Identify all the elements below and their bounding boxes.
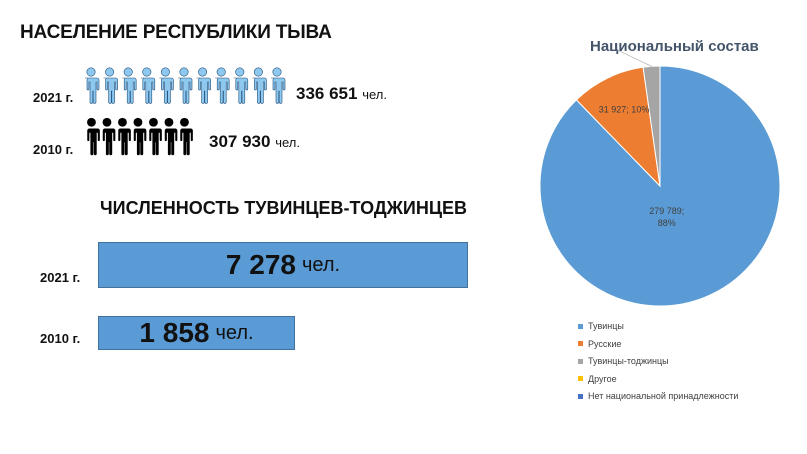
person-icon bbox=[103, 67, 118, 104]
pie-slice-2 bbox=[642, 65, 661, 187]
legend-item: Русские bbox=[578, 339, 621, 349]
legend-item: Другое bbox=[578, 374, 617, 384]
person-icon bbox=[271, 67, 286, 104]
pop-year-2021: 2021 г. bbox=[33, 90, 74, 105]
person-icon bbox=[85, 117, 100, 156]
pie-label-1: 31 927; 10% bbox=[599, 105, 650, 115]
population-2021-number: 336 651 bbox=[296, 84, 358, 103]
people-icons-2021 bbox=[85, 67, 286, 104]
page-title: НАСЕЛЕНИЕ РЕСПУБЛИКИ ТЫВА bbox=[20, 22, 332, 43]
person-icon bbox=[196, 67, 211, 104]
pie-leader-line bbox=[616, 50, 652, 67]
population-2010-unit: чел. bbox=[275, 135, 300, 150]
population-2010-number: 307 930 bbox=[209, 132, 271, 151]
population-2021-value: 336 651 чел. bbox=[296, 84, 387, 104]
todzhin-title: ЧИСЛЕННОСТЬ ТУВИНЦЕВ-ТОДЖИНЦЕВ bbox=[100, 198, 468, 218]
person-icon bbox=[178, 117, 193, 156]
todzhin-2010-number: 1 858 bbox=[139, 317, 210, 348]
legend-item: Тувинцы bbox=[578, 321, 624, 331]
legend-swatch bbox=[578, 376, 583, 381]
pie-label-0: 279 789; 88% bbox=[649, 206, 684, 228]
chart-title: Национальный состав bbox=[590, 38, 759, 55]
person-icon bbox=[100, 117, 116, 156]
person-icon bbox=[131, 117, 147, 156]
todzhin-bar-2010: 1 858 чел. bbox=[98, 316, 295, 350]
legend-item: Тувинцы-тоджинцы bbox=[578, 356, 669, 366]
person-icon bbox=[159, 67, 174, 104]
pop-year-2010: 2010 г. bbox=[33, 142, 74, 157]
todzhin-bar-2021: 7 278 чел. bbox=[98, 242, 468, 288]
legend-swatch bbox=[578, 323, 583, 329]
person-icon bbox=[85, 67, 100, 104]
todzhin-year-2021: 2021 г. bbox=[40, 270, 81, 285]
todzhin-2010-unit: чел. bbox=[215, 321, 254, 344]
pie-slice-1 bbox=[575, 66, 661, 188]
legend-swatch bbox=[578, 393, 583, 399]
legend-label: Нет национальной принадлежности bbox=[588, 391, 739, 401]
legend-label: Тувинцы-тоджинцы bbox=[588, 356, 669, 366]
person-icon bbox=[122, 67, 137, 104]
person-icon bbox=[147, 117, 162, 156]
legend-swatch bbox=[578, 341, 583, 346]
people-icons-2010 bbox=[85, 117, 193, 156]
population-2010-value: 307 930 чел. bbox=[209, 132, 300, 152]
legend-label: Русские bbox=[588, 338, 622, 349]
person-icon bbox=[252, 67, 267, 104]
legend-label: Тувинцы bbox=[588, 321, 624, 331]
person-icon bbox=[215, 67, 230, 104]
todzhin-2021-unit: чел. bbox=[301, 253, 341, 276]
person-icon bbox=[162, 117, 178, 156]
person-icon bbox=[116, 117, 131, 156]
legend-label: Другое bbox=[588, 373, 617, 384]
legend-swatch bbox=[578, 358, 583, 364]
population-2021-unit: чел. bbox=[362, 87, 387, 102]
pie-chart: 279 789;88%31 927; 10%7 189; 2% bbox=[539, 50, 781, 307]
person-icon bbox=[178, 67, 193, 104]
legend-item: Нет национальной принадлежности bbox=[578, 391, 738, 401]
person-icon bbox=[233, 67, 249, 104]
person-icon bbox=[140, 67, 156, 104]
todzhin-2021-number: 7 278 bbox=[225, 249, 296, 280]
todzhin-year-2010: 2010 г. bbox=[40, 331, 81, 346]
